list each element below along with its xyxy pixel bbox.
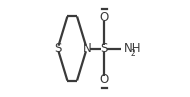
Text: S: S [54, 42, 61, 55]
Text: S: S [101, 42, 108, 55]
Text: O: O [100, 73, 109, 86]
Text: N: N [82, 42, 91, 55]
Text: NH: NH [124, 42, 142, 55]
Text: 2: 2 [131, 49, 135, 58]
Text: O: O [100, 11, 109, 24]
